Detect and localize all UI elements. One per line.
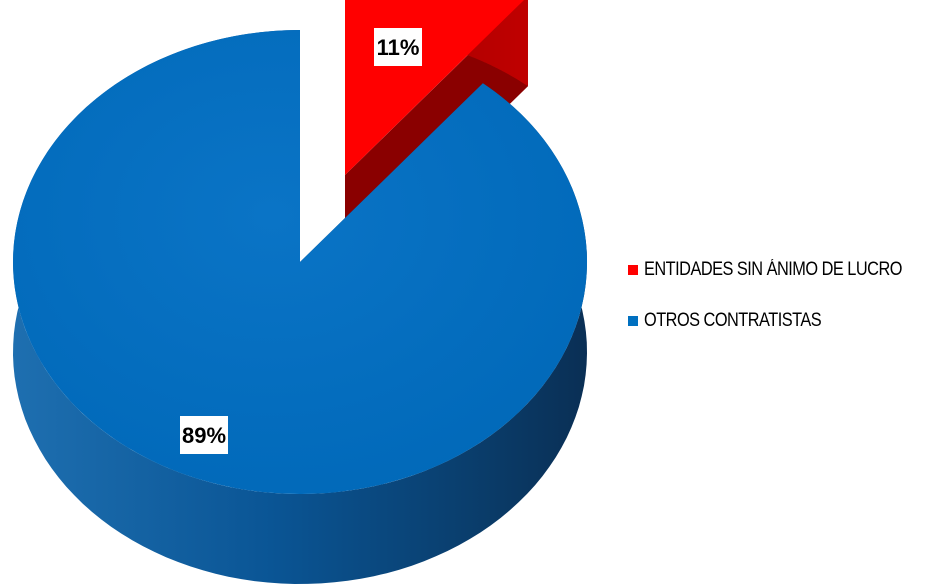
data-label-text: 11% bbox=[377, 35, 420, 60]
legend-swatch-red bbox=[628, 265, 638, 275]
data-label-text: 89% bbox=[182, 423, 226, 448]
legend-item-entidades: ENTIDADES SIN ÁNIMO DE LUCRO bbox=[628, 258, 944, 282]
slice-top bbox=[13, 30, 588, 495]
pie-slice-otros bbox=[13, 30, 588, 584]
legend-swatch-blue bbox=[628, 316, 638, 326]
data-label-entidades: 11% bbox=[374, 28, 422, 66]
legend: ENTIDADES SIN ÁNIMO DE LUCRO OTROS CONTR… bbox=[628, 258, 944, 360]
data-label-box bbox=[180, 416, 228, 454]
legend-label: ENTIDADES SIN ÁNIMO DE LUCRO bbox=[644, 259, 902, 280]
data-label-otros: 89% bbox=[180, 416, 228, 454]
legend-label: OTROS CONTRATISTAS bbox=[644, 310, 822, 331]
data-label-box bbox=[374, 28, 422, 66]
legend-item-otros: OTROS CONTRATISTAS bbox=[628, 309, 944, 333]
